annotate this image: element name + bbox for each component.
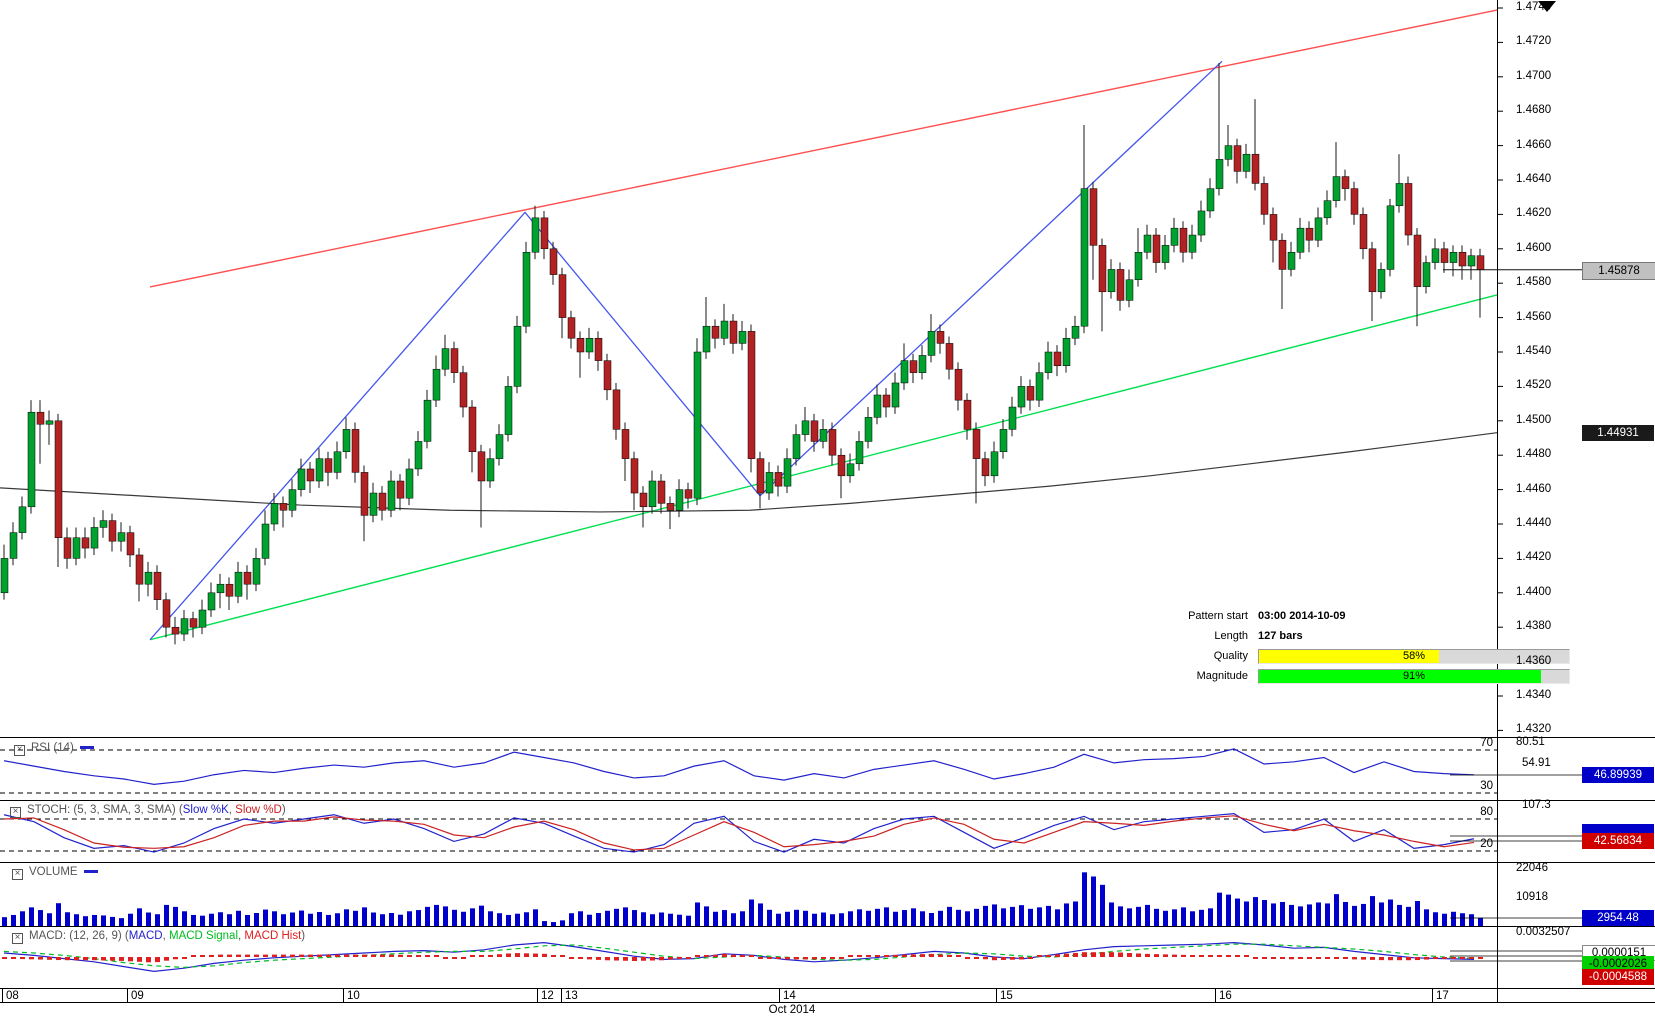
price-axis-label: 1.4420 (1516, 551, 1552, 564)
rsi-value-box: 46.89939 (1582, 767, 1654, 783)
macd-comma2: , (238, 930, 245, 942)
price-axis-label: 1.4440 (1516, 517, 1552, 529)
rsi-panel-header: × RSI (14) (14, 742, 94, 756)
price-axis-label: 1.4640 (1516, 173, 1552, 185)
volume-checkbox-icon[interactable]: × (12, 869, 23, 880)
stoch-d-value-box: 42.56834 (1582, 833, 1654, 849)
price-axis-label: 1.4520 (1516, 379, 1552, 392)
macd-comma1: , (162, 930, 169, 942)
macd-hist-legend: MACD Hist (244, 930, 302, 942)
price-axis-label: 1.4580 (1516, 276, 1552, 289)
macd-signal-value-box: -0.0002026 (1582, 956, 1654, 972)
stoch-comma: , (228, 804, 236, 816)
volume-panel-header: × VOLUME (12, 866, 98, 880)
time-axis-label[interactable]: 08 (6, 990, 19, 1002)
price-axis-label: 1.4320 (1516, 723, 1552, 736)
quality-percent: 58% (1402, 649, 1426, 662)
pattern-start-label: Pattern start (1188, 610, 1248, 622)
macd-checkbox-icon[interactable]: × (12, 933, 23, 944)
stoch-slow-d-legend: Slow %D (235, 804, 282, 816)
macd-line-legend: MACD (128, 930, 163, 942)
pattern-info: Pattern start 03:00 2014-10-09 Length 12… (1098, 606, 1578, 686)
stoch-panel-header: × STOCH: (5, 3, SMA, 3, SMA) (Slow %K, Sl… (10, 804, 286, 818)
time-axis-label[interactable]: 10 (347, 990, 360, 1002)
stoch-level-20: 20 (1480, 838, 1493, 850)
time-axis-label[interactable]: 13 (565, 990, 578, 1002)
macd-panel-header: × MACD: (12, 26, 9) (MACD, MACD Signal, M… (12, 930, 305, 944)
rsi-checkbox-icon[interactable]: × (14, 745, 25, 756)
pattern-start-value: 03:00 2014-10-09 (1258, 610, 1346, 622)
time-axis-label[interactable]: 15 (1000, 990, 1013, 1002)
time-axis-label[interactable]: 14 (783, 990, 796, 1002)
magnitude-progress-bar: 91% (1258, 668, 1570, 684)
price-axis-label: 1.4720 (1516, 35, 1552, 48)
price-axis-label: 1.4360 (1516, 654, 1552, 667)
stoch-checkbox-icon[interactable]: × (10, 807, 21, 818)
volume-value-box: 2954.48 (1582, 910, 1654, 926)
pattern-magnitude-label: Magnitude (1196, 670, 1248, 682)
price-axis-label: 1.4620 (1516, 207, 1552, 220)
rsi-level-70: 70 (1480, 737, 1493, 749)
volume-legend-swatch (83, 870, 98, 873)
stoch-label: STOCH: (5, 3, SMA, 3, SMA) (27, 804, 176, 816)
pattern-length-value: 127 bars (1258, 630, 1303, 642)
ma-value-box: 1.44931 (1582, 425, 1654, 441)
quality-progress-fill (1259, 649, 1439, 663)
stoch-paren: ( (178, 804, 183, 816)
price-axis-label: 1.4600 (1516, 241, 1552, 254)
rsi-label: RSI (14) (31, 742, 74, 754)
stoch-level-80: 80 (1480, 806, 1493, 818)
macd-label: MACD: (12, 26, 9) (29, 930, 122, 942)
current-price-box: 1.45878 (1582, 262, 1655, 280)
magnitude-percent: 91% (1402, 669, 1426, 682)
stoch-paren-close: ) (281, 804, 286, 816)
macd-axis-top: 0.0032507 (1516, 926, 1571, 938)
time-axis-label[interactable]: 09 (131, 990, 144, 1002)
volume-axis-top: 22046 (1516, 862, 1548, 874)
magnitude-progress-fill (1259, 669, 1542, 683)
macd-signal-legend: MACD Signal (168, 930, 239, 942)
price-axis-label: 1.4380 (1516, 620, 1552, 633)
rsi-axis-mid: 54.91 (1522, 757, 1551, 769)
volume-label: VOLUME (29, 866, 78, 878)
volume-axis-mid: 10918 (1516, 891, 1548, 903)
price-axis-label: 1.4400 (1516, 585, 1552, 598)
month-label: Oct 2014 (768, 1004, 816, 1016)
macd-paren-close: ) (301, 930, 306, 942)
macd-paren: ( (124, 930, 129, 942)
pattern-length-label: Length (1214, 630, 1248, 642)
rsi-level-30: 30 (1480, 780, 1493, 792)
time-axis-label[interactable]: 12 (541, 990, 554, 1002)
price-axis-label: 1.4460 (1516, 482, 1552, 495)
pattern-quality-label: Quality (1213, 650, 1248, 662)
price-axis-label: 1.4740 (1516, 1, 1552, 13)
rsi-line-legend-swatch (79, 746, 94, 749)
price-axis-label: 1.4500 (1516, 413, 1552, 426)
price-axis-label: 1.4660 (1516, 138, 1552, 151)
rsi-axis-top: 80.51 (1516, 736, 1545, 748)
marker-triangle-icon (1538, 1, 1556, 12)
time-axis-label[interactable]: 16 (1219, 990, 1232, 1002)
price-axis-label: 1.4340 (1516, 689, 1552, 701)
quality-progress-bar: 58% (1258, 648, 1570, 664)
macd-hist-value-box: -0.0004588 (1582, 969, 1654, 985)
price-axis-label: 1.4480 (1516, 448, 1552, 461)
stoch-slow-k-legend: Slow %K (182, 804, 229, 816)
time-axis-label[interactable]: 17 (1436, 990, 1449, 1002)
price-axis-label: 1.4540 (1516, 345, 1552, 357)
price-axis-label: 1.4700 (1516, 69, 1552, 82)
price-axis-label: 1.4680 (1516, 104, 1552, 117)
stoch-axis-top: 107.3 (1522, 799, 1551, 811)
price-axis-label: 1.4560 (1516, 310, 1552, 323)
